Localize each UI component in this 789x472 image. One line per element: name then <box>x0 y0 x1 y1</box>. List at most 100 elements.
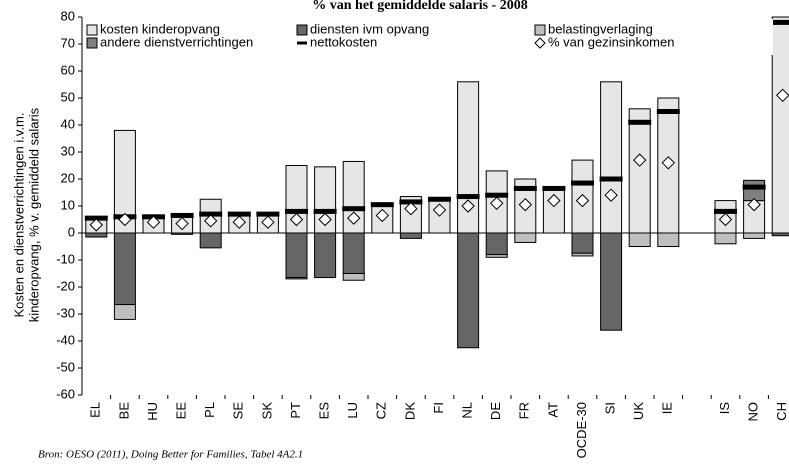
pct-marker <box>747 197 761 212</box>
pct-marker <box>718 212 733 227</box>
y-tick-label: 20 <box>61 170 75 185</box>
x-tick-label: SE <box>231 402 246 420</box>
x-tick-label: SI <box>603 402 618 414</box>
netto-marker <box>399 199 423 205</box>
y-tick-label: 70 <box>61 35 75 50</box>
bar-segment <box>485 232 508 256</box>
bar-segment <box>743 232 766 239</box>
pct-marker <box>775 88 789 103</box>
netto-marker <box>199 211 223 217</box>
x-tick-label: EL <box>88 402 103 418</box>
bar-segment <box>113 232 136 306</box>
bar-segment <box>714 232 737 245</box>
legend-label: diensten ivm opvang <box>310 21 429 36</box>
netto-marker <box>370 202 394 208</box>
bar-segment <box>342 273 365 281</box>
bar-segment <box>514 232 537 243</box>
legend-label: % van gezinsinkomen <box>548 34 674 49</box>
legend-swatch <box>296 24 308 36</box>
x-tick-label: PT <box>288 402 303 419</box>
y-tick-label: 30 <box>61 143 75 158</box>
bar-segment <box>600 232 623 331</box>
x-tick-label: ES <box>317 402 332 420</box>
x-tick-label: PL <box>202 402 217 418</box>
netto-marker <box>342 206 366 212</box>
bar-segment <box>485 254 508 258</box>
chart-title: % van het gemiddelde salaris - 2008 <box>312 0 527 13</box>
legend-label: nettokosten <box>310 34 377 49</box>
bar-segment <box>771 16 789 234</box>
y-tick-label: 80 <box>61 8 75 23</box>
bar-segment <box>571 232 594 254</box>
bar-segment <box>113 304 136 320</box>
pct-marker <box>261 215 275 229</box>
y-tick-label: -10 <box>56 251 75 266</box>
netto-marker <box>571 180 594 186</box>
netto-marker <box>542 185 566 191</box>
netto-marker <box>714 208 737 214</box>
y-label-line: Kosten en dienstverrichtingen i.v.m. <box>11 113 26 318</box>
bar-segment <box>399 232 422 239</box>
y-tick-label: -20 <box>56 278 75 293</box>
pct-marker <box>146 215 161 229</box>
legend-swatch <box>297 41 307 45</box>
legend-label: kosten kinderopvang <box>100 21 220 36</box>
legend-swatch <box>534 24 546 36</box>
legend-box <box>83 19 773 55</box>
netto-marker <box>313 208 337 214</box>
x-tick-label: FI <box>431 402 446 414</box>
pct-marker <box>604 188 618 202</box>
x-tick-label: DE <box>488 402 503 420</box>
legend-swatch <box>534 37 546 49</box>
pct-marker <box>489 196 504 211</box>
pct-marker <box>175 216 189 231</box>
x-tick-label: NL <box>460 402 475 419</box>
legend-label: belastingverlaging <box>548 21 653 36</box>
pct-marker <box>346 211 361 225</box>
netto-marker <box>256 211 280 217</box>
bar-segment <box>457 232 480 349</box>
netto-marker <box>456 194 480 200</box>
pct-marker <box>404 201 418 216</box>
bar-segment <box>628 108 651 234</box>
netto-marker <box>656 109 680 114</box>
x-tick-label: IS <box>717 402 732 415</box>
pct-marker <box>632 153 647 167</box>
netto-marker <box>170 212 194 218</box>
netto-marker <box>84 215 108 221</box>
y-tick-label: -50 <box>56 359 75 374</box>
bar-segment <box>285 277 308 280</box>
y-tick-label: 50 <box>61 89 75 104</box>
pct-marker <box>318 212 332 227</box>
netto-marker <box>428 196 451 202</box>
legend-label: andere dienstverrichtingen <box>100 34 253 49</box>
y-tick-label: -30 <box>56 305 75 320</box>
pct-marker <box>575 193 590 208</box>
bar-segment <box>571 252 594 257</box>
y-axis-label: Kosten en dienstverrichtingen i.v.m. kin… <box>11 107 41 322</box>
netto-marker <box>742 184 766 190</box>
x-tick-label: IE <box>660 402 675 415</box>
bar-segment <box>314 232 337 279</box>
bar-segment <box>657 232 680 247</box>
x-tick-label: CH <box>774 402 789 421</box>
x-tick-label: HU <box>145 402 160 421</box>
bar-segment <box>600 81 623 234</box>
legend-swatch <box>86 24 98 36</box>
x-tick-label: SK <box>259 402 274 420</box>
pct-marker <box>375 208 390 223</box>
y-tick-label: 60 <box>61 62 75 77</box>
x-tick-label: CZ <box>374 402 389 419</box>
legend-swatch <box>86 37 98 49</box>
y-tick-label: 10 <box>61 197 75 212</box>
x-tick-label: DK <box>402 402 417 420</box>
source: Bron: OESO (2011), Doing Better for Fami… <box>38 449 303 461</box>
pct-marker <box>203 214 218 228</box>
y-tick-label: 0 <box>68 224 75 239</box>
bar-segment <box>85 232 108 238</box>
pct-marker <box>89 218 104 232</box>
netto-marker <box>285 208 308 214</box>
bar-segment <box>285 232 308 279</box>
